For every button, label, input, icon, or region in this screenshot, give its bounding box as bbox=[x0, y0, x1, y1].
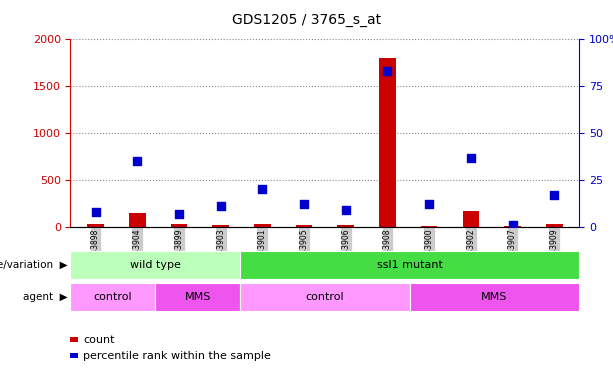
Bar bbox=[421, 226, 438, 227]
Bar bbox=[379, 58, 396, 227]
Point bbox=[466, 154, 476, 160]
Bar bbox=[295, 225, 313, 227]
Text: genotype/variation  ▶: genotype/variation ▶ bbox=[0, 260, 67, 270]
Point bbox=[174, 211, 184, 217]
Text: GSM43907: GSM43907 bbox=[508, 229, 517, 270]
Point bbox=[508, 222, 517, 228]
Point bbox=[132, 158, 142, 164]
Bar bbox=[337, 225, 354, 227]
Bar bbox=[254, 224, 271, 227]
Text: GSM43900: GSM43900 bbox=[425, 229, 433, 270]
Text: GSM43909: GSM43909 bbox=[550, 229, 559, 270]
Text: GSM43903: GSM43903 bbox=[216, 229, 225, 270]
Text: GSM43906: GSM43906 bbox=[341, 229, 350, 270]
Bar bbox=[212, 225, 229, 227]
Bar bbox=[504, 226, 521, 227]
Text: MMS: MMS bbox=[185, 292, 211, 302]
Text: GSM43908: GSM43908 bbox=[383, 229, 392, 270]
Point bbox=[383, 68, 392, 74]
Point bbox=[549, 192, 559, 198]
Text: agent  ▶: agent ▶ bbox=[23, 292, 67, 302]
Point bbox=[341, 207, 351, 213]
Text: GSM43899: GSM43899 bbox=[175, 229, 183, 270]
Bar bbox=[170, 224, 187, 227]
Text: percentile rank within the sample: percentile rank within the sample bbox=[83, 351, 271, 361]
Text: ssl1 mutant: ssl1 mutant bbox=[377, 260, 443, 270]
Text: GSM43898: GSM43898 bbox=[91, 229, 100, 270]
Text: wild type: wild type bbox=[130, 260, 181, 270]
Text: GSM43904: GSM43904 bbox=[133, 229, 142, 270]
Bar bbox=[546, 224, 563, 227]
Point bbox=[91, 209, 101, 215]
Text: MMS: MMS bbox=[481, 292, 508, 302]
Text: count: count bbox=[83, 334, 115, 345]
Bar bbox=[463, 211, 479, 227]
Text: GSM43905: GSM43905 bbox=[300, 229, 308, 270]
Bar bbox=[87, 224, 104, 227]
Point bbox=[424, 201, 434, 207]
Text: GDS1205 / 3765_s_at: GDS1205 / 3765_s_at bbox=[232, 13, 381, 27]
Text: control: control bbox=[94, 292, 132, 302]
Bar bbox=[129, 213, 145, 227]
Point bbox=[216, 203, 226, 209]
Text: GSM43901: GSM43901 bbox=[258, 229, 267, 270]
Point bbox=[257, 186, 267, 192]
Point bbox=[299, 201, 309, 207]
Text: GSM43902: GSM43902 bbox=[466, 229, 475, 270]
Text: control: control bbox=[305, 292, 345, 302]
